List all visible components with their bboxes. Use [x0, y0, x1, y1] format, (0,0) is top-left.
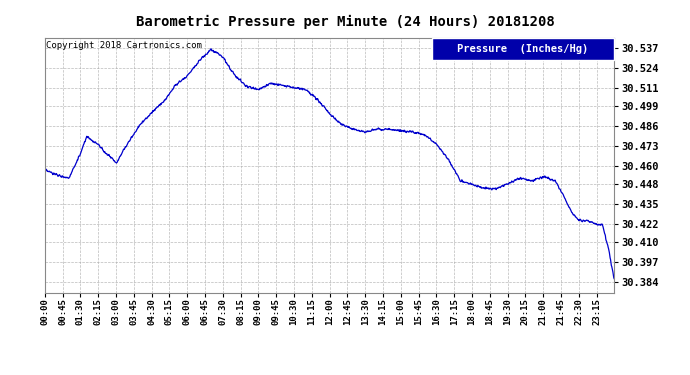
Text: Pressure  (Inches/Hg): Pressure (Inches/Hg)	[457, 44, 589, 54]
Text: Barometric Pressure per Minute (24 Hours) 20181208: Barometric Pressure per Minute (24 Hours…	[136, 15, 554, 29]
FancyBboxPatch shape	[432, 38, 614, 60]
Text: Copyright 2018 Cartronics.com: Copyright 2018 Cartronics.com	[46, 41, 202, 50]
